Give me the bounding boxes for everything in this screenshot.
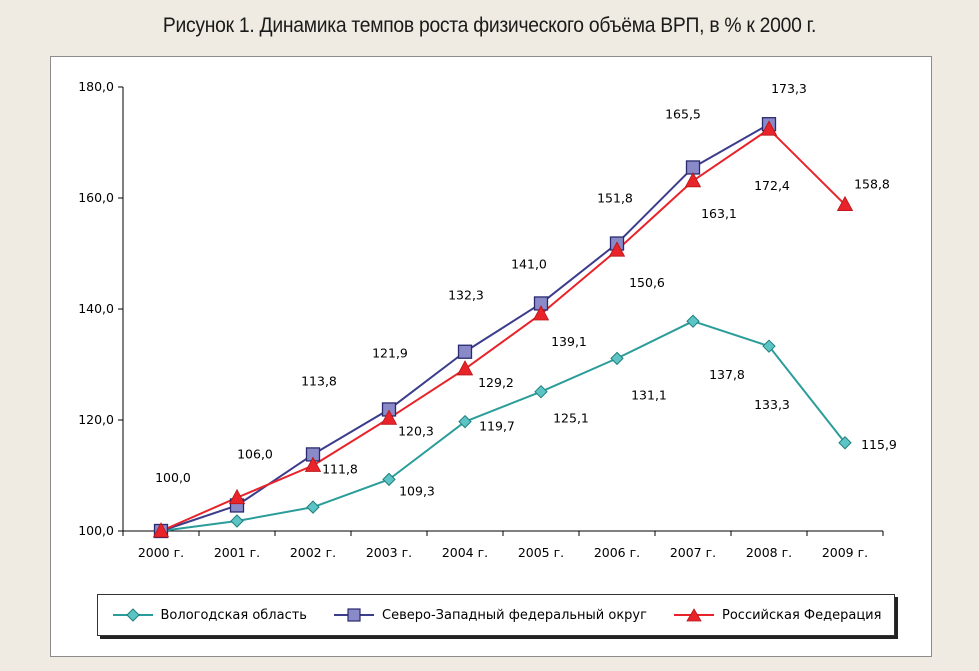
x-tick-label: 2008 г.: [746, 545, 792, 560]
legend-marker-diamond-icon: [112, 608, 153, 622]
point-vologda: [382, 472, 396, 487]
data-label: 111,8: [322, 462, 358, 477]
x-tick-label: 2000 г.: [138, 545, 184, 560]
y-tick-label: 160,0: [78, 190, 114, 205]
data-label: 129,2: [478, 375, 514, 390]
data-label: 125,1: [553, 411, 589, 426]
data-label: 133,3: [754, 397, 790, 412]
chart-frame: [50, 56, 932, 657]
data-label: 119,7: [479, 419, 515, 434]
legend-item-rf: Российская Федерация: [672, 608, 881, 623]
data-label: 151,8: [597, 191, 633, 206]
y-tick-label: 120,0: [78, 412, 114, 427]
y-tick-label: 180,0: [78, 79, 114, 94]
data-label: 131,1: [631, 387, 667, 402]
x-tick-label: 2001 г.: [214, 545, 260, 560]
point-rf: [304, 456, 322, 472]
x-tick-label: 2007 г.: [670, 545, 716, 560]
point-vologda: [610, 351, 624, 366]
legend-marker-square-icon: [334, 608, 375, 622]
data-label: 137,8: [709, 367, 745, 382]
series-line-3: [160, 128, 846, 532]
series-line-1: [160, 320, 846, 532]
x-tick-label: 2004 г.: [442, 545, 488, 560]
point-rf: [836, 195, 854, 212]
x-tick-label: 2003 г.: [366, 545, 412, 560]
legend-label-nw: Северо-Западный федеральный округ: [382, 607, 647, 623]
y-tick-label: 140,0: [78, 301, 114, 316]
data-label: 121,9: [372, 345, 408, 360]
point-rf: [152, 522, 170, 538]
chart-legend: Вологодская область Северо-Западный феде…: [97, 594, 895, 636]
point-vologda: [534, 384, 548, 399]
data-label: 106,0: [237, 446, 273, 461]
point-nw: [457, 344, 473, 359]
point-rf: [608, 241, 626, 257]
data-label: 120,3: [398, 423, 434, 438]
legend-label-rf: Российская Федерация: [722, 607, 882, 623]
data-label: 150,6: [629, 275, 665, 290]
chart-title: Рисунок 1. Динамика темпов роста физичес…: [162, 14, 817, 37]
legend-item-nw: Северо-Западный федеральный округ: [332, 608, 647, 623]
x-tick-label: 2005 г.: [518, 545, 564, 560]
x-tick-label: 2002 г.: [290, 545, 336, 560]
point-vologda: [230, 514, 244, 528]
data-label: 132,3: [448, 288, 484, 303]
point-rf: [532, 305, 550, 321]
data-label: 115,9: [861, 437, 897, 452]
data-label: 163,1: [701, 206, 737, 221]
data-label: 139,1: [551, 334, 587, 349]
legend-label-vologda: Вологодская область: [160, 607, 307, 623]
point-rf: [380, 409, 398, 425]
point-rf: [760, 120, 778, 136]
legend-marker-triangle-icon: [674, 608, 715, 622]
data-label: 113,8: [301, 373, 337, 388]
point-vologda: [762, 339, 776, 353]
data-label: 172,4: [754, 178, 790, 193]
data-label: 173,3: [771, 81, 807, 96]
data-label: 165,5: [665, 106, 701, 121]
data-label: 141,0: [511, 256, 547, 271]
data-label: 109,3: [399, 483, 435, 498]
x-tick-label: 2006 г.: [594, 545, 640, 560]
x-tick-label: 2009 г.: [822, 545, 868, 560]
data-label: 100,0: [155, 470, 191, 485]
point-vologda: [838, 436, 852, 450]
y-tick-label: 100,0: [78, 523, 114, 538]
point-rf: [684, 171, 702, 188]
point-rf: [456, 360, 474, 376]
data-label: 158,8: [854, 177, 890, 192]
legend-item-vologda: Вологодская область: [111, 608, 307, 623]
point-rf: [228, 488, 246, 505]
point-vologda: [306, 500, 320, 514]
point-vologda: [458, 414, 472, 429]
point-vologda: [686, 314, 700, 328]
